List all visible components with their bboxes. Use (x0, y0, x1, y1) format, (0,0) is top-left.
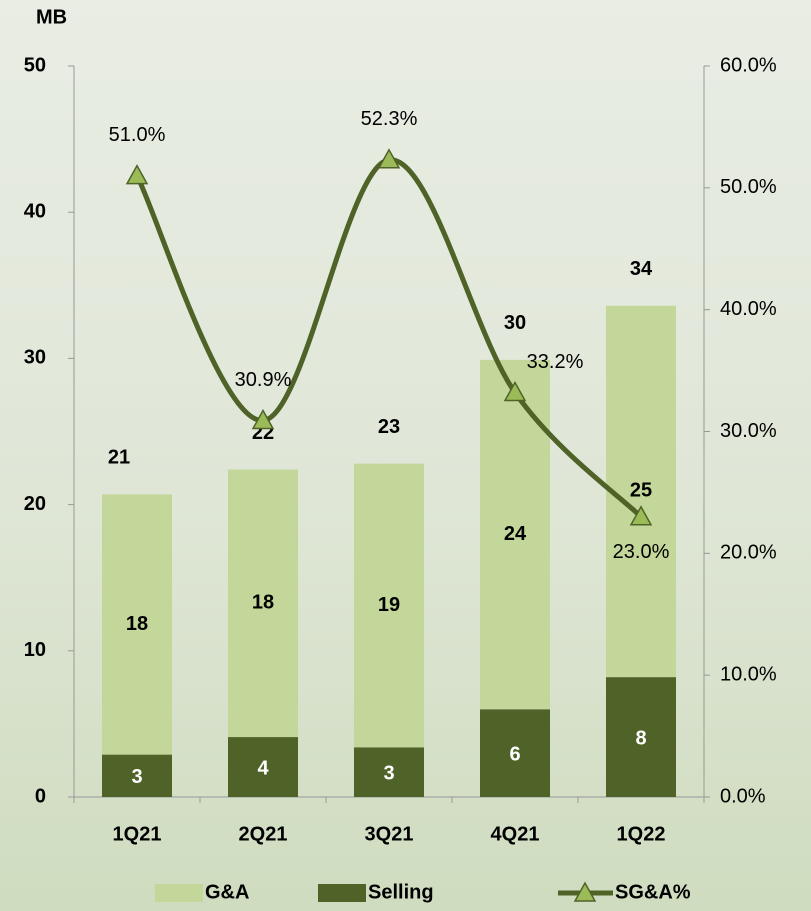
x-tick-label: 1Q22 (617, 823, 666, 845)
bar-value-label: 18 (126, 613, 148, 635)
bar-value-label: 25 (630, 480, 652, 502)
y-tick-label: 50 (24, 54, 46, 76)
line-value-label: 30.9% (235, 369, 292, 391)
legend-label: Selling (368, 881, 434, 903)
y-tick-label: 0 (35, 785, 46, 807)
chart: MB 0 10 20 30 40 50 0.0% 10.0% 20.0% 30.0% 40.0% 50… (0, 0, 811, 911)
y-tick-label: 10 (24, 639, 46, 661)
y2-tick-label: 50.0% (720, 176, 777, 198)
y2-tick-label: 20.0% (720, 542, 777, 564)
bar-value-label: 24 (504, 523, 527, 545)
x-tick-label: 1Q21 (113, 823, 162, 845)
total-label: 34 (630, 258, 653, 280)
bar-value-label: 18 (252, 592, 274, 614)
bar-value-label: 3 (383, 762, 394, 784)
total-label: 30 (504, 312, 526, 334)
y-tick-label: 30 (24, 347, 46, 369)
line-value-label: 52.3% (361, 108, 418, 130)
y-axis-title: MB (36, 6, 67, 28)
line-value-label: 23.0% (613, 541, 670, 563)
total-label: 21 (108, 447, 130, 469)
bar-value-label: 3 (131, 766, 142, 788)
line-value-label: 33.2% (527, 351, 584, 373)
legend-label: G&A (205, 881, 249, 903)
legend-label: SG&A% (615, 881, 691, 903)
bar-value-label: 4 (257, 757, 269, 779)
x-tick-label: 2Q21 (239, 823, 288, 845)
line-value-label: 51.0% (109, 124, 166, 146)
bar-value-label: 8 (635, 727, 646, 749)
y2-tick-label: 40.0% (720, 298, 777, 320)
x-tick-label: 4Q21 (491, 823, 540, 845)
y2-tick-label: 10.0% (720, 663, 777, 685)
bar-value-label: 19 (378, 594, 400, 616)
y2-tick-label: 60.0% (720, 54, 777, 76)
y-tick-label: 40 (24, 200, 46, 222)
y2-tick-label: 30.0% (720, 420, 777, 442)
total-label: 23 (378, 416, 400, 438)
legend-swatch (155, 884, 203, 902)
bar-value-label: 6 (509, 743, 520, 765)
legend-swatch (318, 884, 366, 902)
x-tick-label: 3Q21 (365, 823, 414, 845)
y2-tick-label: 0.0% (720, 785, 766, 807)
y-tick-label: 20 (24, 493, 46, 515)
